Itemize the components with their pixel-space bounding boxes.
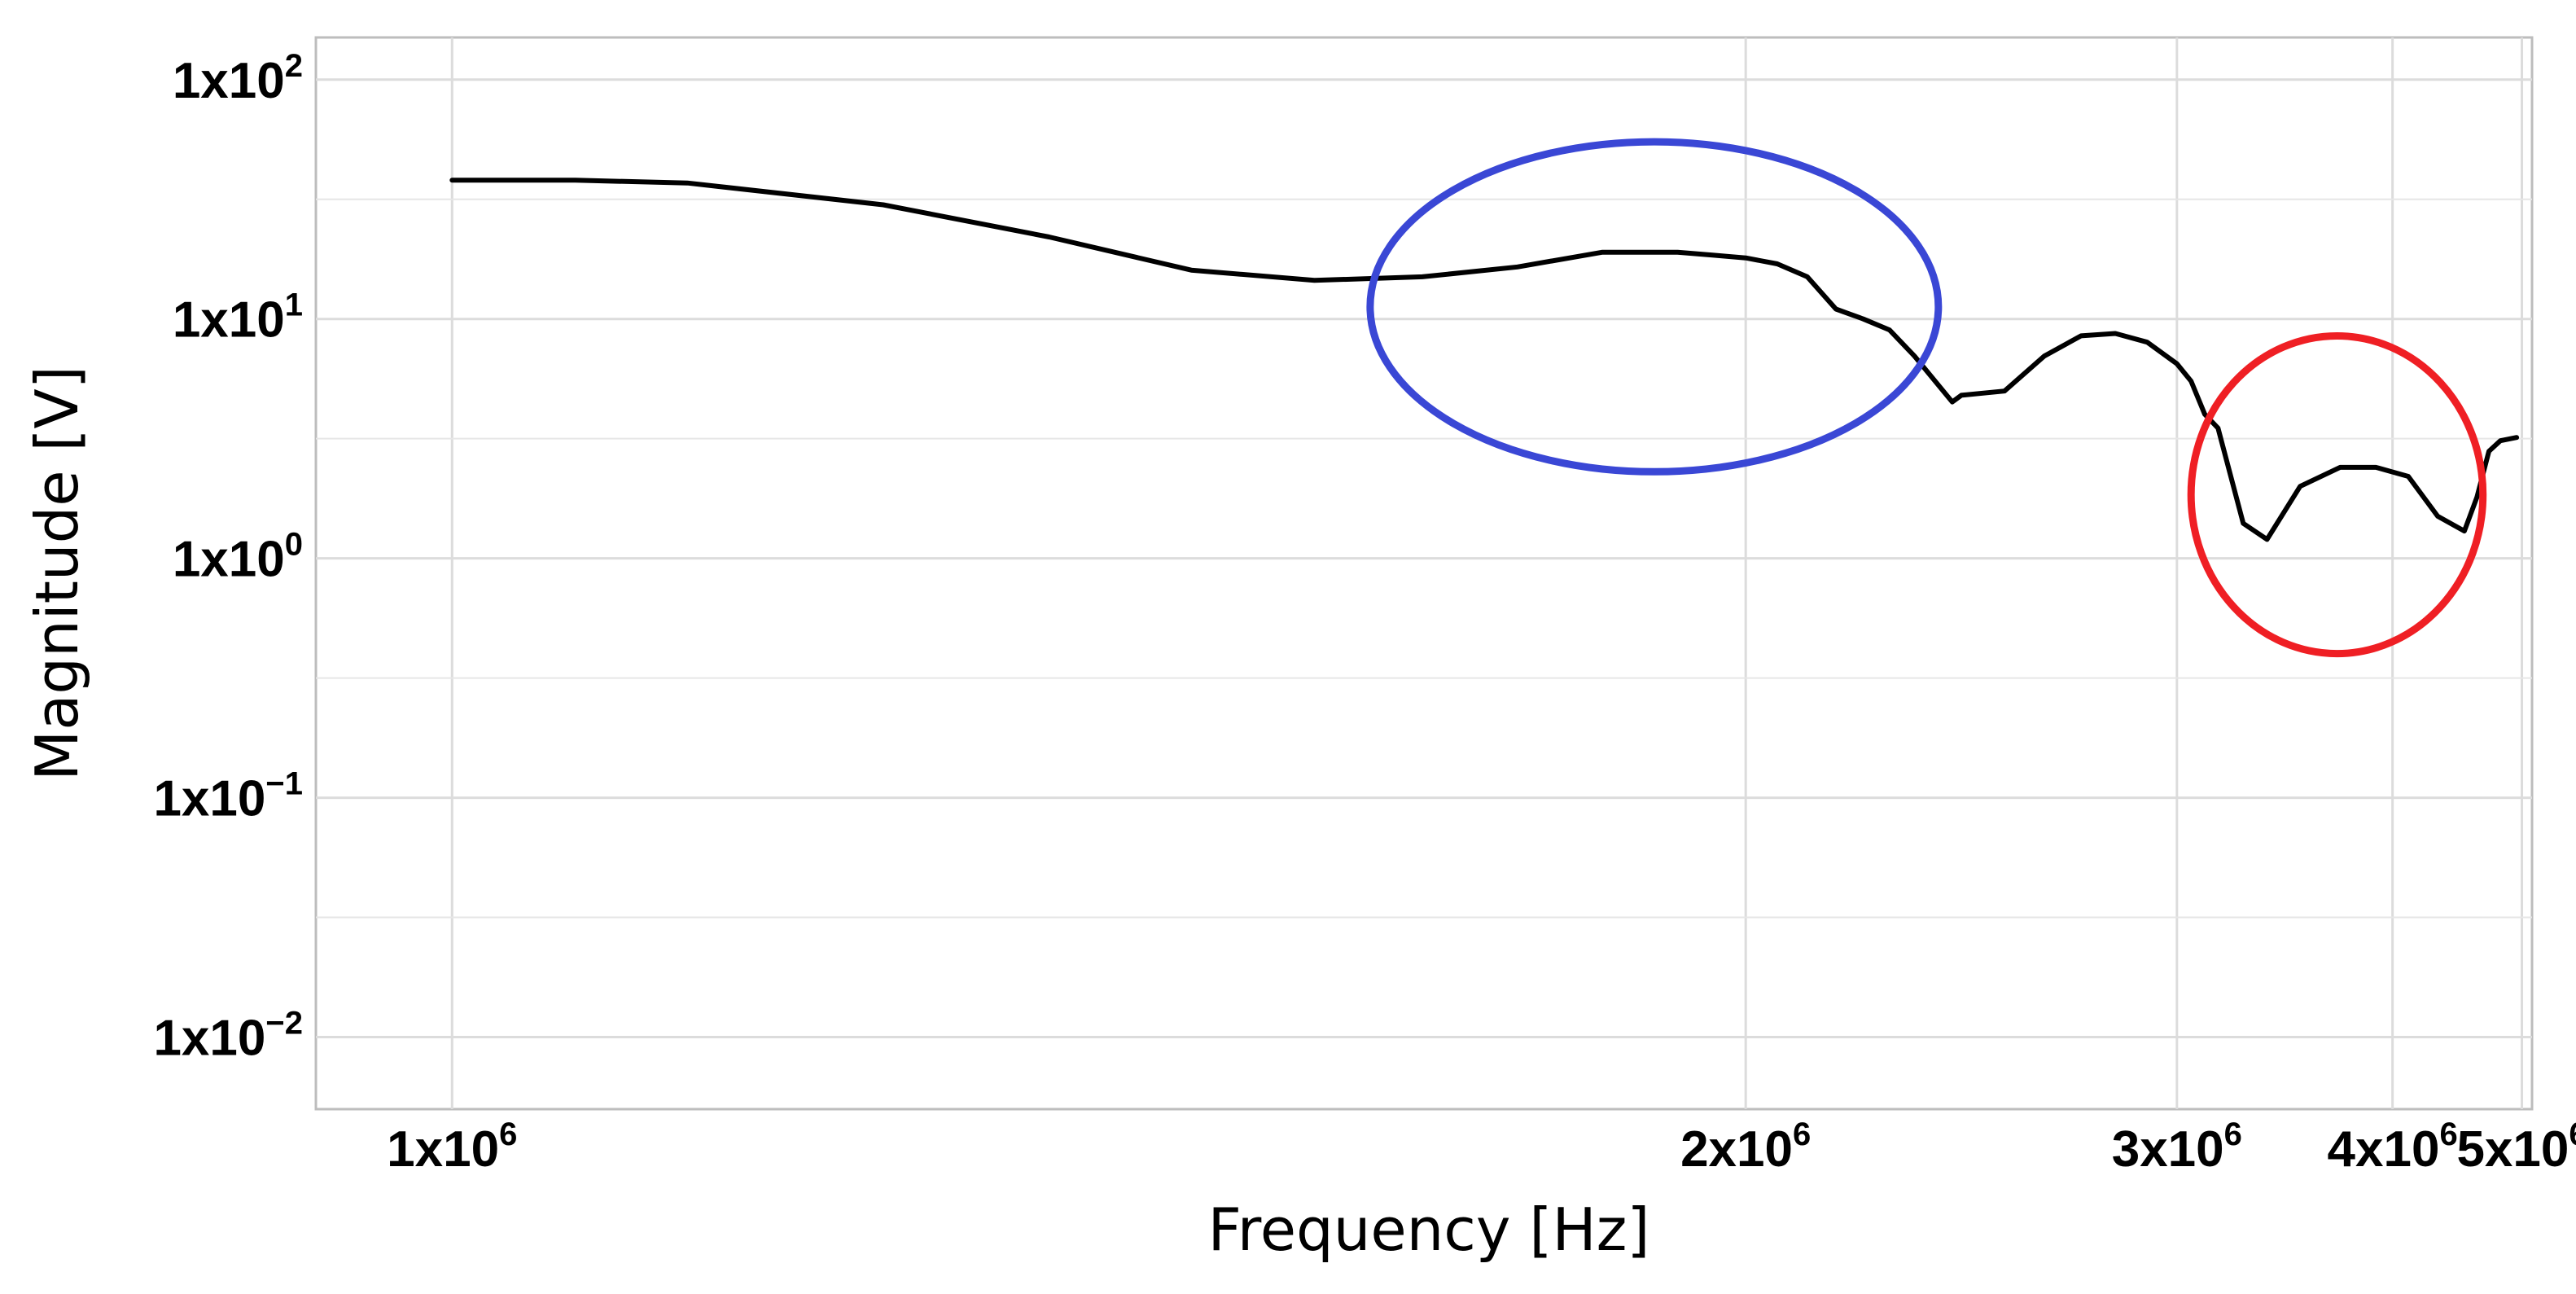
y-tick-label-1: 1x102 <box>173 48 303 109</box>
series-line-1 <box>449 178 2520 542</box>
x-tick-label-5: 5x106 <box>2456 1116 2576 1178</box>
series-layer <box>449 178 2520 542</box>
x-axis-title: Frequency [Hz] <box>1208 1195 1650 1264</box>
x-tick-labels: 1x106 2x106 3x106 4x1065x106 <box>387 1116 2576 1178</box>
annotation-layer <box>1366 138 2487 658</box>
grid-lines <box>316 37 2532 1109</box>
x-tick-label-4: 4x106 <box>2328 1116 2458 1178</box>
y-tick-labels: 1x102 1x101 1x100 1x10−1 1x10−2 <box>153 48 303 1067</box>
y-tick-label-2: 1x101 <box>173 287 303 349</box>
y-axis-title: Magnitude [V] <box>23 366 91 781</box>
x-tick-label-1: 1x106 <box>387 1116 517 1178</box>
x-tick-label-2: 2x106 <box>1680 1116 1811 1178</box>
y-tick-label-5: 1x10−2 <box>153 1006 303 1067</box>
y-tick-label-3: 1x100 <box>173 527 303 588</box>
annotation-ellipse-1 <box>1366 138 1943 476</box>
annotation-ellipse-2 <box>2187 331 2487 658</box>
x-tick-label-3: 3x106 <box>2112 1116 2242 1178</box>
y-tick-label-4: 1x10−1 <box>153 766 303 827</box>
plot-area <box>314 36 2534 1111</box>
